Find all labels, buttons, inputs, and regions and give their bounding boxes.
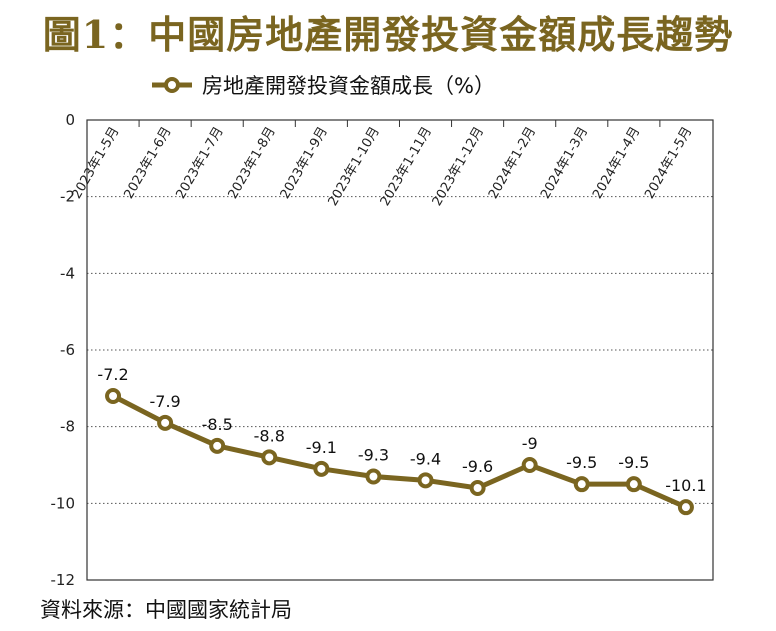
x-tick-label: 2024年1-5月 xyxy=(642,125,695,202)
legend: 房地產開發投資金額成長（%） xyxy=(150,70,495,100)
data-label: -9.4 xyxy=(410,449,441,468)
data-label: -8.5 xyxy=(202,415,233,434)
data-label: -9.5 xyxy=(618,453,649,472)
x-tick-label: 2023年1-10月 xyxy=(326,125,383,209)
data-label: -8.8 xyxy=(254,426,285,445)
y-tick-label: -12 xyxy=(51,571,76,589)
data-point xyxy=(365,468,382,485)
data-point xyxy=(417,472,434,489)
data-label: -10.1 xyxy=(665,476,706,495)
data-label: -7.2 xyxy=(97,365,128,384)
series-line xyxy=(111,393,687,510)
y-tick-label: 0 xyxy=(65,111,75,129)
data-point xyxy=(521,457,538,473)
data-label: -7.9 xyxy=(150,392,181,411)
x-tick-label: 2023年1-5月 xyxy=(69,125,122,202)
data-label: -9.5 xyxy=(566,453,597,472)
x-tick-label: 2023年1-6月 xyxy=(121,125,174,202)
chart-title: 圖1：中國房地產開發投資金額成長趨勢 xyxy=(42,12,734,57)
legend-label: 房地產開發投資金額成長（%） xyxy=(202,74,495,98)
plot-frame xyxy=(86,119,714,581)
data-point xyxy=(469,480,486,496)
data-point xyxy=(105,388,122,404)
x-tick-label: 2024年1-4月 xyxy=(590,125,643,202)
data-label: -9.1 xyxy=(306,438,337,457)
legend-line-marker xyxy=(152,77,192,93)
data-point xyxy=(573,476,590,493)
y-tick-label: -8 xyxy=(60,418,75,436)
x-tick-label: 2024年1-3月 xyxy=(538,125,591,202)
data-label: -9 xyxy=(522,434,538,453)
data-point xyxy=(625,476,642,493)
data-point xyxy=(677,499,694,516)
x-tick-label: 2023年1-12月 xyxy=(430,125,487,209)
data-point xyxy=(157,414,174,431)
data-point xyxy=(313,460,330,477)
y-tick-label: -10 xyxy=(51,494,76,512)
y-tick-label: -6 xyxy=(60,341,75,359)
y-tick-label: -2 xyxy=(60,188,75,206)
x-tick-label: 2023年1-7月 xyxy=(174,124,227,201)
data-point xyxy=(261,449,278,466)
data-label: -9.3 xyxy=(358,446,389,465)
y-tick-label: -4 xyxy=(60,264,75,282)
x-tick-label: 2023年1-8月 xyxy=(226,125,279,202)
source-note: 資料來源：中國國家統計局 xyxy=(40,598,292,622)
x-tick-label: 2023年1-9月 xyxy=(278,125,331,202)
x-tick-label: 2023年1-11月 xyxy=(378,125,435,209)
x-tick-label: 2024年1-2月 xyxy=(486,125,539,202)
data-label: -9.6 xyxy=(462,457,493,476)
data-point xyxy=(209,437,226,454)
